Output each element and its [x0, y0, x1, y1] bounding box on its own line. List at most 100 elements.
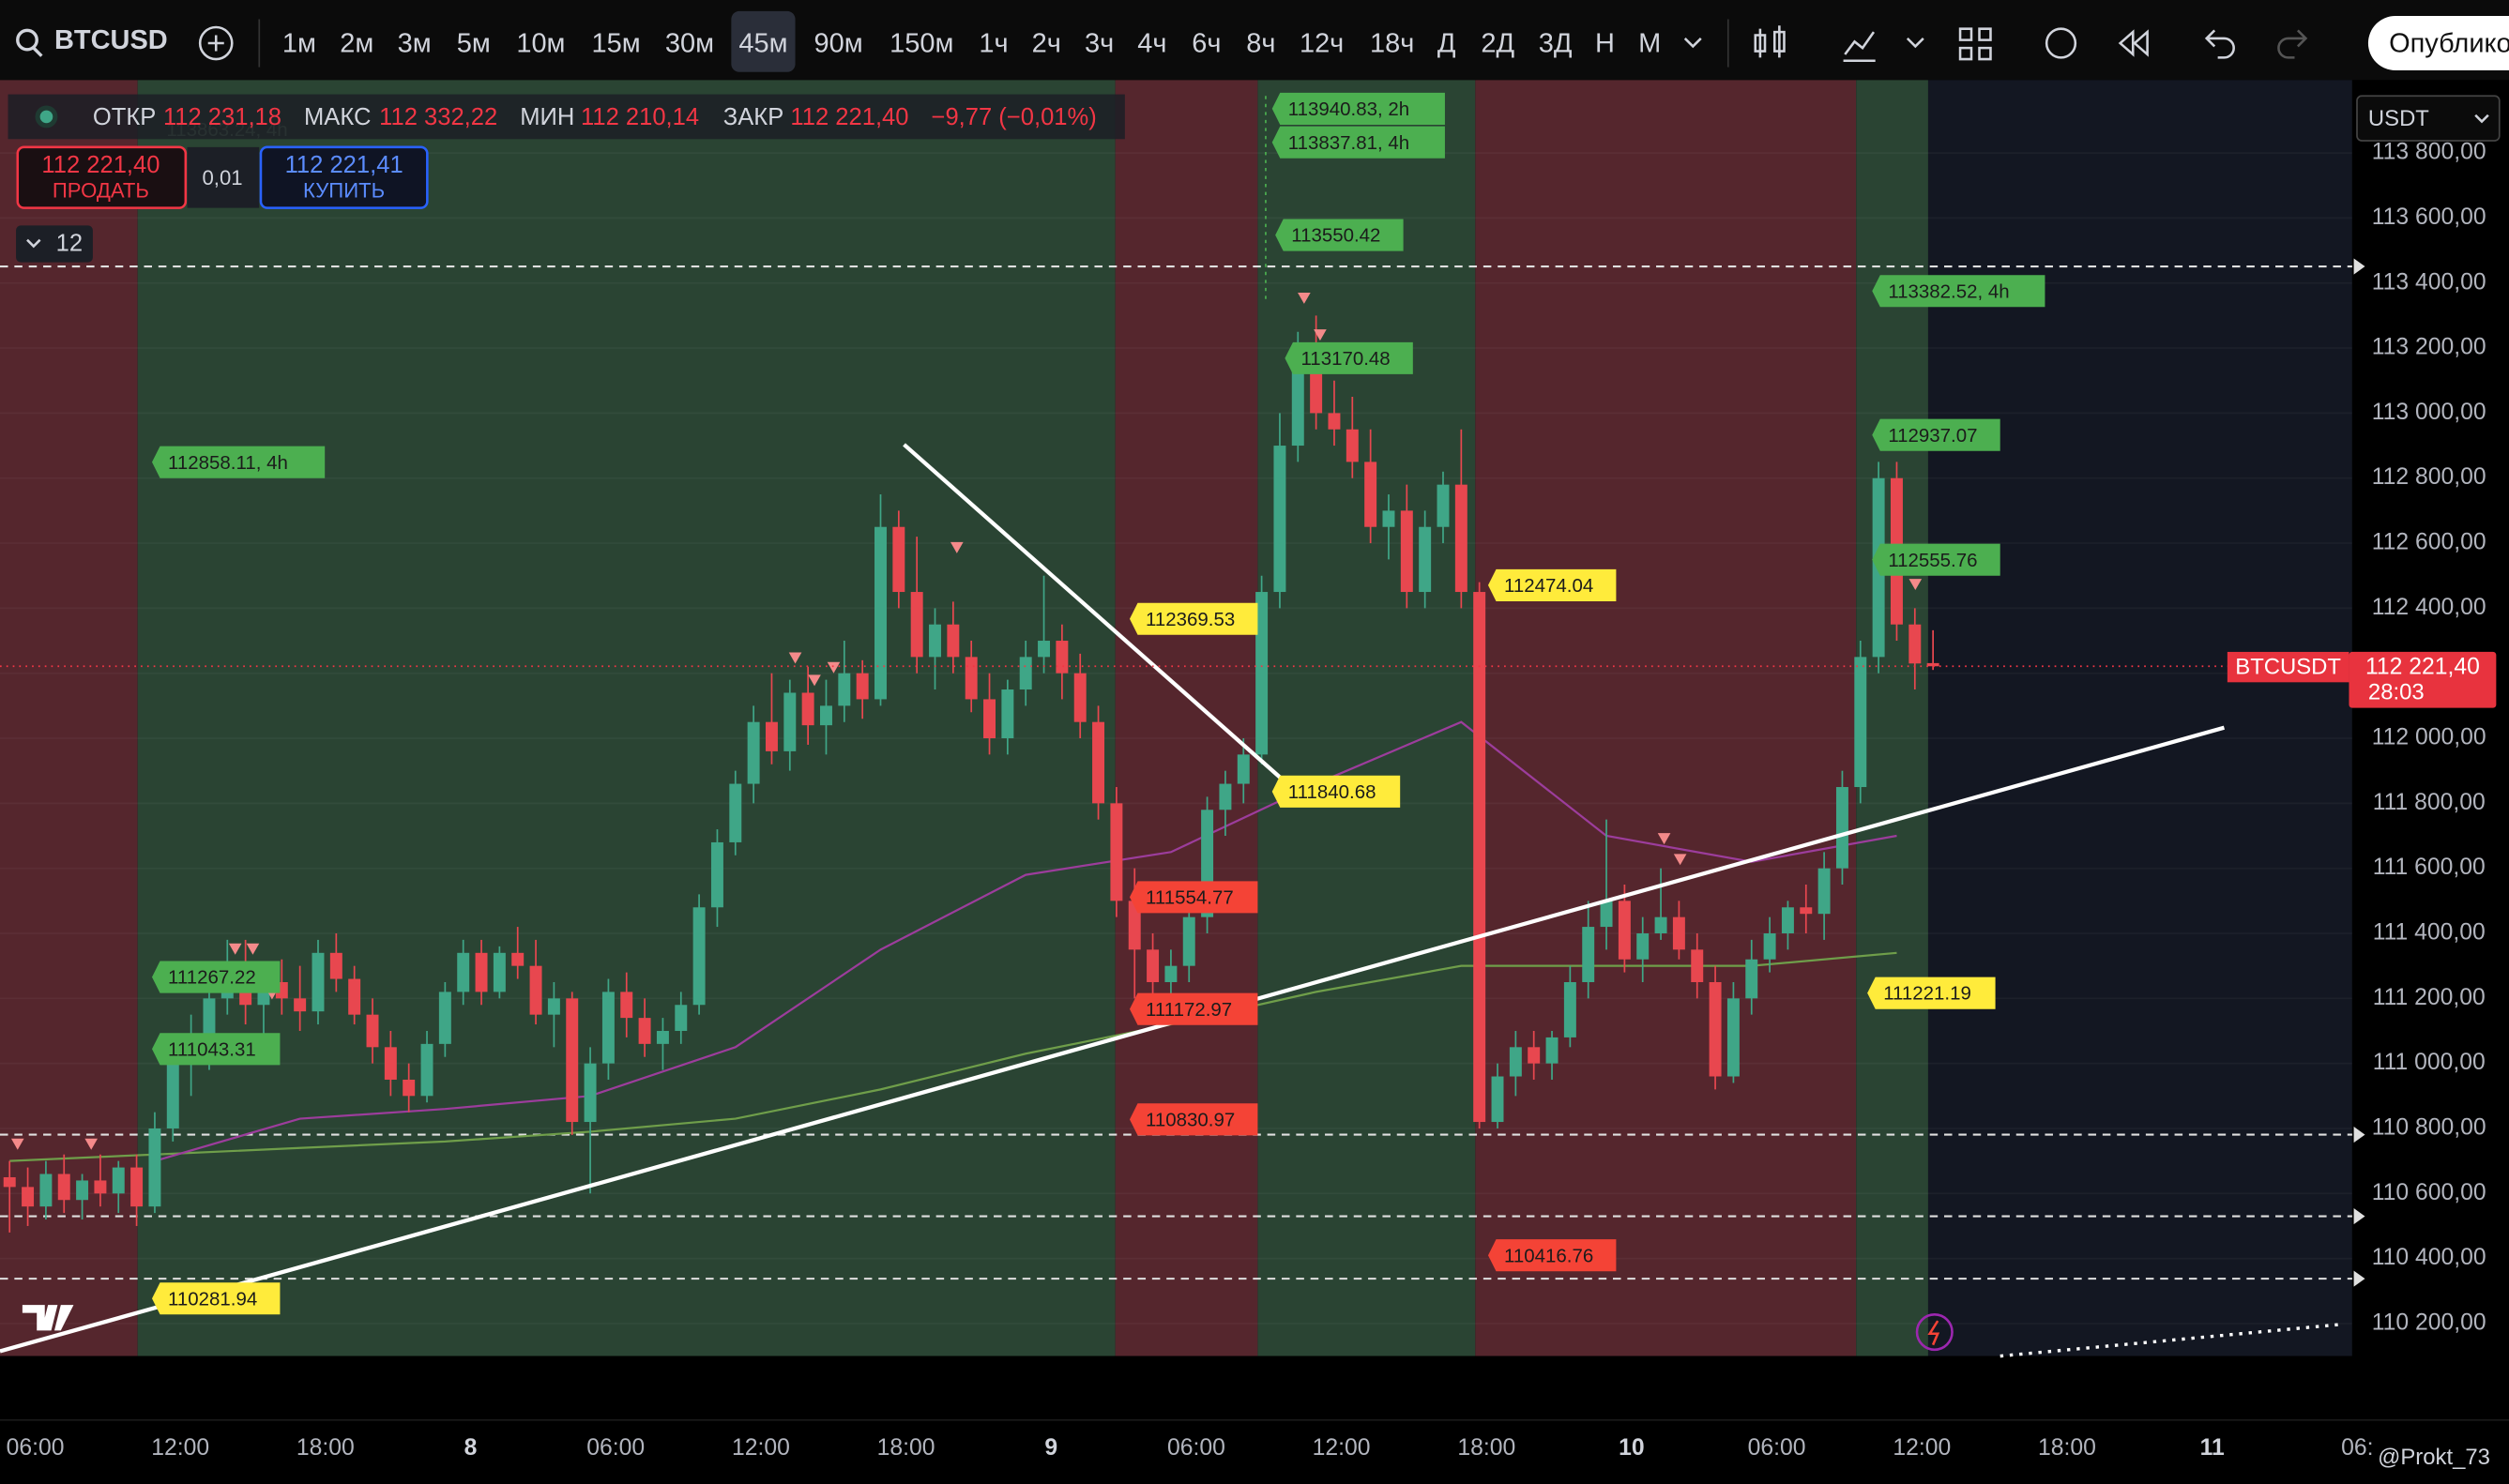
- interval-button[interactable]: 10м: [516, 28, 565, 58]
- interval-button[interactable]: 1м: [282, 28, 316, 58]
- interval-button[interactable]: 3Д: [1539, 28, 1573, 58]
- y-tick-label: 110 400,00: [2372, 1245, 2486, 1270]
- candle-body: [1237, 754, 1250, 784]
- intervals-more[interactable]: [1683, 38, 1702, 49]
- candle-body: [420, 1043, 433, 1097]
- publish-button[interactable]: [2367, 16, 2509, 70]
- interval-button[interactable]: Н: [1595, 28, 1615, 58]
- interval-button[interactable]: 90м: [814, 28, 863, 58]
- interval-button[interactable]: 150м: [890, 28, 953, 58]
- interval-button[interactable]: 1ч: [979, 28, 1008, 58]
- indicators-toggle[interactable]: [16, 225, 93, 263]
- interval-button[interactable]: 6ч: [1192, 28, 1221, 58]
- interval-button[interactable]: 3м: [398, 28, 432, 58]
- interval-button[interactable]: 2Д: [1481, 28, 1514, 58]
- candle-body: [76, 1180, 89, 1201]
- sell-button[interactable]: [16, 145, 188, 209]
- interval-button[interactable]: 2м: [340, 28, 373, 58]
- candle-body: [692, 907, 706, 1006]
- candle-body: [529, 965, 542, 1015]
- candle-body: [765, 721, 778, 751]
- toolbar-bg: [0, 0, 2509, 81]
- annotation-box: [1867, 977, 1996, 1009]
- interval-button[interactable]: Д: [1437, 28, 1456, 58]
- candle-body: [783, 692, 797, 751]
- candle-body: [547, 998, 560, 1015]
- candle-body: [1582, 927, 1595, 982]
- price-axis-bg: [2351, 80, 2509, 1356]
- indicators-count: 12: [56, 231, 83, 257]
- candle-body: [1164, 965, 1178, 982]
- interval-button[interactable]: 45м: [738, 28, 787, 58]
- y-tick-label: 112 400,00: [2372, 595, 2486, 620]
- search-icon[interactable]: [16, 28, 38, 52]
- price-tag: [2349, 651, 2497, 708]
- indicators-icon[interactable]: [1843, 31, 1876, 63]
- interval-button[interactable]: 15м: [591, 28, 640, 58]
- tv-logo: [22, 1305, 74, 1331]
- x-tick-label: 18:00: [297, 1435, 355, 1461]
- alert-icon[interactable]: [2045, 27, 2077, 59]
- annotation-label: 112858.11, 4h: [168, 452, 288, 474]
- candle-body: [1654, 916, 1667, 934]
- replay-icon[interactable]: [2118, 29, 2149, 57]
- high-value: 112 332,22: [379, 104, 497, 130]
- annotation-label: 112369.53: [1146, 609, 1235, 630]
- trend-line: [0, 725, 2226, 1354]
- session-zone: [1475, 80, 1857, 1356]
- buy-price: 112 221,41: [285, 152, 403, 178]
- candle-body: [403, 1079, 416, 1097]
- symbol[interactable]: BTCUSD: [54, 25, 168, 55]
- interval-button[interactable]: 18ч: [1370, 28, 1414, 58]
- candle-body: [94, 1180, 107, 1194]
- buy-button[interactable]: [259, 145, 429, 209]
- annotation-label: 111043.31: [168, 1038, 256, 1060]
- candle-body: [3, 1176, 16, 1188]
- interval-button[interactable]: 2ч: [1032, 28, 1061, 58]
- candle-body: [929, 624, 941, 658]
- candle-body: [1491, 1076, 1504, 1123]
- signal-marker: [808, 674, 821, 687]
- candle-body: [638, 1018, 651, 1044]
- chart-type-icon[interactable]: [1754, 25, 1786, 58]
- annotation-label: 110281.94: [168, 1288, 257, 1310]
- close-label: ЗАКР: [723, 104, 783, 130]
- session-zones: [0, 80, 2509, 1484]
- level-marker: [2353, 1208, 2365, 1225]
- undo-icon[interactable]: [2204, 29, 2235, 59]
- signal-marker: [84, 1138, 99, 1150]
- candle-body: [1056, 641, 1069, 674]
- currency-select[interactable]: [2356, 95, 2501, 142]
- redo-icon[interactable]: [2277, 29, 2308, 59]
- interval-button[interactable]: 5м: [457, 28, 491, 58]
- interval-button[interactable]: 4ч: [1137, 28, 1166, 58]
- level-marker: [2353, 1127, 2365, 1143]
- y-tick-label: 111 400,00: [2373, 920, 2486, 946]
- x-tick-label: 06:00: [586, 1435, 645, 1461]
- level-marker: [2353, 258, 2365, 275]
- add-symbol[interactable]: [198, 25, 234, 61]
- interval-button[interactable]: 8ч: [1246, 28, 1275, 58]
- power-icon[interactable]: [1915, 1313, 1954, 1352]
- interval-button[interactable]: М: [1638, 28, 1661, 58]
- quantity-box[interactable]: [187, 146, 260, 208]
- candle-body: [22, 1187, 35, 1207]
- signal-marker: [1657, 833, 1671, 845]
- candle-body: [729, 783, 742, 842]
- candle-body: [819, 705, 832, 726]
- session-zone: [137, 80, 1116, 1356]
- session-zone: [0, 80, 138, 1356]
- candle-body: [1419, 526, 1432, 593]
- candle-body: [1255, 592, 1269, 755]
- annotation-label: 111554.77: [1146, 886, 1234, 908]
- interval-button[interactable]: 30м: [665, 28, 714, 58]
- indicators-more[interactable]: [1906, 38, 1924, 49]
- interval-button[interactable]: 3ч: [1085, 28, 1114, 58]
- interval-button[interactable]: 12ч: [1300, 28, 1344, 58]
- layouts-icon[interactable]: [1958, 27, 1992, 61]
- countdown: 28:03: [2368, 680, 2425, 705]
- candle-body: [130, 1167, 144, 1207]
- x-tick-label: 06:: [2341, 1435, 2373, 1461]
- candle-body: [57, 1174, 70, 1201]
- x-tick-label: 18:00: [2038, 1435, 2096, 1461]
